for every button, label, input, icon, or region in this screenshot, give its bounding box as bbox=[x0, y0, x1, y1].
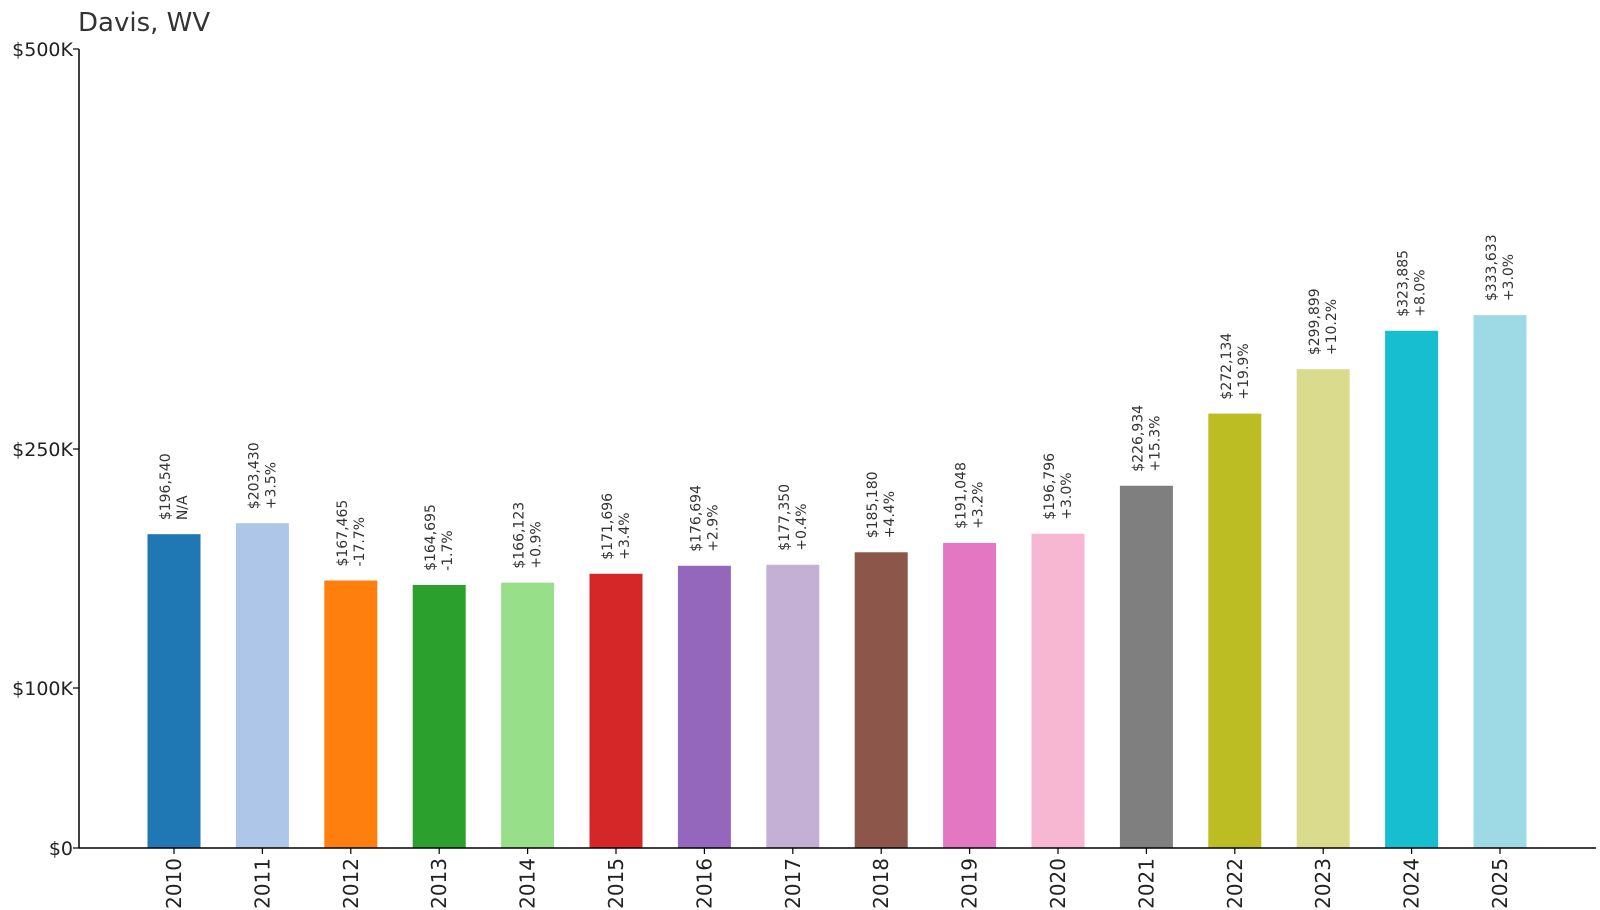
y-tick-label: $500K bbox=[12, 39, 73, 61]
bar-2021 bbox=[1119, 485, 1173, 848]
bar-2011 bbox=[235, 523, 289, 848]
bar-annotation: $166,123 +0.9% bbox=[512, 502, 545, 569]
change-label: +3.0% bbox=[1059, 472, 1075, 519]
bar-annotation: $196,796 +3.0% bbox=[1042, 453, 1075, 520]
value-label: $164,695 bbox=[423, 504, 439, 571]
change-label: +3.5% bbox=[263, 462, 279, 509]
change-label: +3.0% bbox=[1501, 254, 1517, 301]
bar-2023 bbox=[1296, 369, 1350, 848]
bar-2022 bbox=[1208, 413, 1262, 848]
bar-labels-group: $196,540 N/A $203,430 +3.5%$167,465 -17.7% $1… bbox=[158, 234, 1517, 571]
x-tick-label: 2022 bbox=[1223, 858, 1247, 909]
bar-annotation: $333,633 +3.0% bbox=[1484, 234, 1517, 301]
change-label: +10.2% bbox=[1324, 299, 1340, 355]
bar-annotation: $323,885 +8.0% bbox=[1396, 250, 1429, 317]
bar-annotation: $185,180 +4.4% bbox=[865, 471, 898, 538]
x-tick-label: 2019 bbox=[958, 858, 982, 909]
value-label: $167,465 bbox=[335, 500, 351, 567]
value-label: $196,796 bbox=[1042, 453, 1058, 520]
value-label: $226,934 bbox=[1130, 405, 1146, 472]
x-tick-label: 2018 bbox=[869, 858, 893, 909]
bar-annotation: $176,694 +2.9% bbox=[688, 485, 721, 552]
value-label: $185,180 bbox=[865, 471, 881, 538]
y-ticks-group: $0 $100K $250K $500K bbox=[12, 39, 79, 860]
bar-2016 bbox=[677, 565, 731, 848]
x-tick-label: 2016 bbox=[692, 858, 716, 909]
bar-2024 bbox=[1385, 330, 1439, 848]
value-label: $177,350 bbox=[777, 484, 793, 551]
bar-2015 bbox=[589, 573, 643, 848]
bar-2010 bbox=[147, 534, 201, 848]
change-label: +0.9% bbox=[529, 521, 545, 568]
bar-annotation: $226,934 +15.3% bbox=[1130, 405, 1163, 472]
x-tick-label: 2011 bbox=[250, 858, 274, 909]
bar-annotation: $196,540 N/A bbox=[158, 453, 191, 520]
x-tick-label: 2014 bbox=[516, 858, 540, 909]
bar-annotation: $191,048 +3.2% bbox=[954, 462, 987, 529]
change-label: -17.7% bbox=[352, 517, 368, 567]
value-label: $196,540 bbox=[158, 453, 174, 520]
bar-annotation: $167,465 -17.7% bbox=[335, 500, 368, 567]
bar-2013 bbox=[412, 584, 466, 848]
bar-2020 bbox=[1031, 533, 1085, 848]
value-label: $171,696 bbox=[600, 493, 616, 560]
x-tick-label: 2010 bbox=[162, 858, 186, 909]
y-tick-label: $250K bbox=[12, 439, 73, 461]
change-label: +4.4% bbox=[882, 491, 898, 538]
value-label: $323,885 bbox=[1396, 250, 1412, 317]
chart-title: Davis, WV bbox=[78, 8, 210, 38]
bar-2025 bbox=[1473, 315, 1527, 848]
bar-annotation: $164,695 -1.7% bbox=[423, 504, 456, 571]
bar-2014 bbox=[501, 582, 555, 848]
bar-annotation: $203,430 +3.5% bbox=[246, 442, 279, 509]
change-label: +3.2% bbox=[971, 482, 987, 529]
change-label: +3.4% bbox=[617, 512, 633, 559]
x-tick-label: 2025 bbox=[1488, 858, 1512, 909]
x-tick-label: 2021 bbox=[1134, 858, 1158, 909]
bar-annotation: $299,899 +10.2% bbox=[1307, 288, 1340, 355]
bar-2017 bbox=[766, 564, 820, 848]
x-ticks-group: 2010 2011 2012 2013 2014 2015 2016 2017 2018 2019… bbox=[162, 848, 1512, 909]
x-tick-label: 2024 bbox=[1400, 858, 1424, 909]
bar-annotation: $171,696 +3.4% bbox=[600, 493, 633, 560]
bar-annotation: $177,350 +0.4% bbox=[777, 484, 810, 551]
change-label: +15.3% bbox=[1147, 416, 1163, 472]
x-tick-label: 2023 bbox=[1311, 858, 1335, 909]
value-label: $333,633 bbox=[1484, 234, 1500, 301]
bars-group bbox=[147, 315, 1527, 848]
bar-2018 bbox=[854, 552, 908, 848]
change-label: -1.7% bbox=[440, 530, 456, 571]
x-tick-label: 2013 bbox=[427, 858, 451, 909]
value-label: $299,899 bbox=[1307, 288, 1323, 355]
change-label: +8.0% bbox=[1413, 269, 1429, 316]
x-tick-label: 2015 bbox=[604, 858, 628, 909]
value-label: $166,123 bbox=[512, 502, 528, 569]
change-label: +2.9% bbox=[705, 504, 721, 551]
value-label: $176,694 bbox=[688, 485, 704, 552]
x-tick-label: 2012 bbox=[339, 858, 363, 909]
x-tick-label: 2017 bbox=[781, 858, 805, 909]
value-label: $272,134 bbox=[1219, 333, 1235, 400]
y-tick-label: $100K bbox=[12, 678, 73, 700]
change-label: +0.4% bbox=[794, 503, 810, 550]
y-tick-label: $0 bbox=[49, 838, 73, 860]
value-label: $191,048 bbox=[954, 462, 970, 529]
change-label: N/A bbox=[175, 495, 191, 520]
bar-2012 bbox=[324, 580, 378, 848]
bar-2019 bbox=[943, 542, 997, 848]
x-tick-label: 2020 bbox=[1046, 858, 1070, 909]
change-label: +19.9% bbox=[1236, 343, 1252, 399]
bar-annotation: $272,134 +19.9% bbox=[1219, 333, 1252, 400]
value-label: $203,430 bbox=[246, 442, 262, 509]
